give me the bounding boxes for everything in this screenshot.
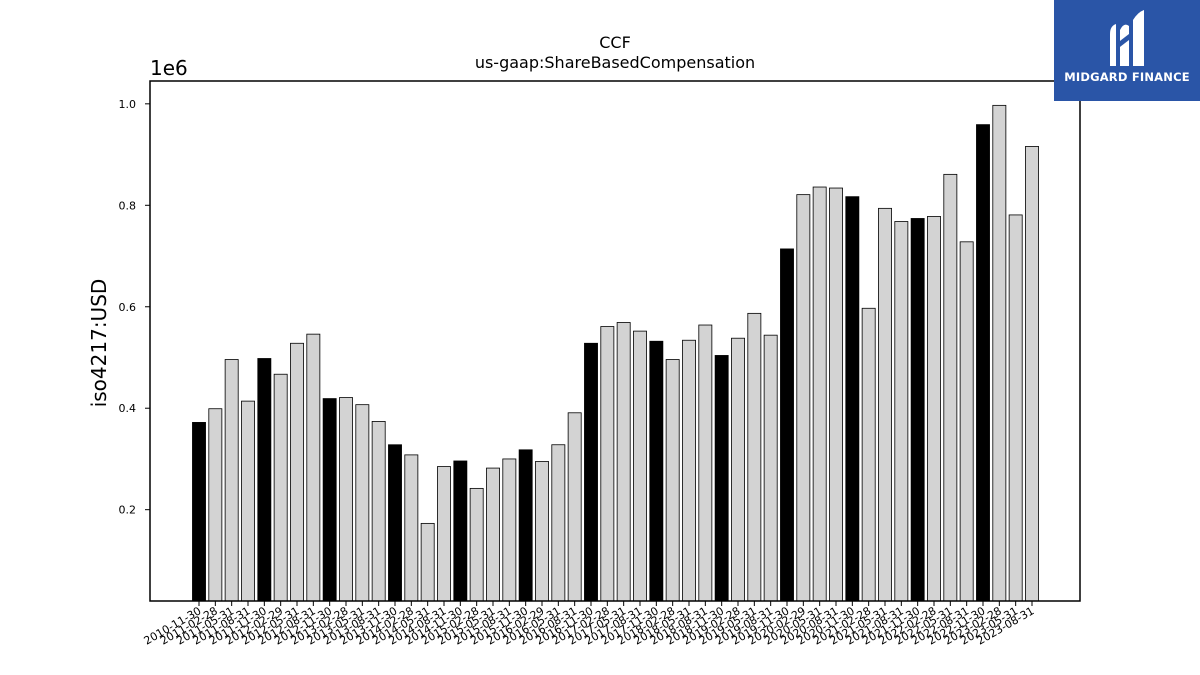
midgard-finance-logo: MIDGARD FINANCE: [1054, 0, 1200, 101]
bar-2018-05-31: [682, 339, 696, 602]
bars-group: [192, 104, 1039, 602]
bar-2021-02-28: [861, 307, 876, 602]
bar-2022-08-31: [959, 241, 974, 602]
bar-2022-02-28: [927, 216, 941, 602]
bar-2014-02-28: [404, 454, 419, 602]
bar-2011-02-28: [208, 408, 223, 602]
plot-frame: [149, 80, 1081, 602]
bar-2011-08-31: [241, 400, 255, 602]
bar-2016-08-31: [567, 412, 582, 602]
bar-2018-08-31: [698, 324, 713, 602]
bar-2012-11-30: [322, 398, 337, 602]
bar-2015-05-31: [486, 467, 500, 602]
bar-2014-11-30: [453, 460, 468, 602]
y-axis-label: iso4217:USD: [87, 279, 111, 408]
bar-2018-02-28: [665, 359, 680, 602]
bar-2022-05-31: [943, 173, 958, 602]
y-scale-label: 1e6: [150, 56, 188, 80]
bar-2017-11-30: [649, 340, 664, 602]
bar-2014-08-31: [437, 466, 451, 602]
bar-2017-02-28: [600, 326, 615, 602]
bar-2019-02-28: [731, 337, 745, 602]
y-tick-label: 0.2: [119, 504, 137, 517]
bar-2011-05-31: [224, 359, 239, 602]
chart-subtitle: us-gaap:ShareBasedCompensation: [475, 53, 755, 72]
y-tick-label: 0.8: [119, 199, 137, 212]
y-tick-label: 0.4: [119, 402, 137, 415]
bar-2016-02-29: [535, 461, 549, 602]
bar-2014-05-31: [420, 522, 435, 602]
y-tick-label: 1.0: [119, 98, 137, 111]
bar-2021-08-31: [894, 221, 909, 602]
bar-2013-02-28: [339, 397, 353, 602]
bar-2012-05-31: [290, 342, 304, 602]
bar-2012-02-29: [273, 373, 288, 602]
bar-2010-11-30: [192, 422, 206, 602]
bar-2022-11-30: [976, 124, 990, 602]
bar-2012-08-31: [306, 333, 321, 602]
bar-2016-05-31: [551, 444, 566, 602]
bar-2016-11-30: [584, 342, 598, 602]
bar-2023-05-31: [1008, 214, 1023, 602]
y-axis: 0.2 0.4 0.6 0.8 1.0: [119, 98, 150, 517]
bar-2020-11-30: [845, 196, 860, 602]
bar-2019-08-31: [763, 334, 778, 602]
bar-2023-02-28: [992, 104, 1007, 602]
logo-text: MIDGARD FINANCE: [1064, 70, 1190, 84]
bar-2017-08-31: [633, 330, 647, 602]
chart-title: CCF: [599, 33, 631, 52]
bar-2020-08-31: [829, 187, 843, 602]
bar-2013-08-31: [371, 421, 386, 602]
bar-2021-05-31: [878, 207, 892, 602]
bar-2019-05-31: [747, 312, 762, 602]
bar-2018-11-30: [714, 355, 729, 602]
bar-2011-11-30: [257, 358, 272, 602]
bar-2023-08-31: [1025, 146, 1039, 602]
bar-2021-11-30: [910, 218, 925, 602]
bar-2015-02-28: [469, 487, 484, 602]
bar-2015-08-31: [502, 458, 517, 602]
bar-2013-11-30: [388, 444, 402, 602]
x-axis: 2010-11-302011-02-282011-05-312011-08-31…: [142, 601, 1037, 648]
bar-2020-02-29: [796, 194, 811, 602]
bar-2017-05-31: [616, 322, 631, 602]
midgard-m-logo-icon: [1110, 10, 1144, 67]
y-tick-label: 0.6: [119, 301, 137, 314]
bar-2015-11-30: [518, 449, 533, 602]
bar-2019-11-30: [780, 248, 794, 602]
bar-2020-05-31: [812, 186, 827, 602]
bar-2013-05-31: [355, 404, 370, 602]
